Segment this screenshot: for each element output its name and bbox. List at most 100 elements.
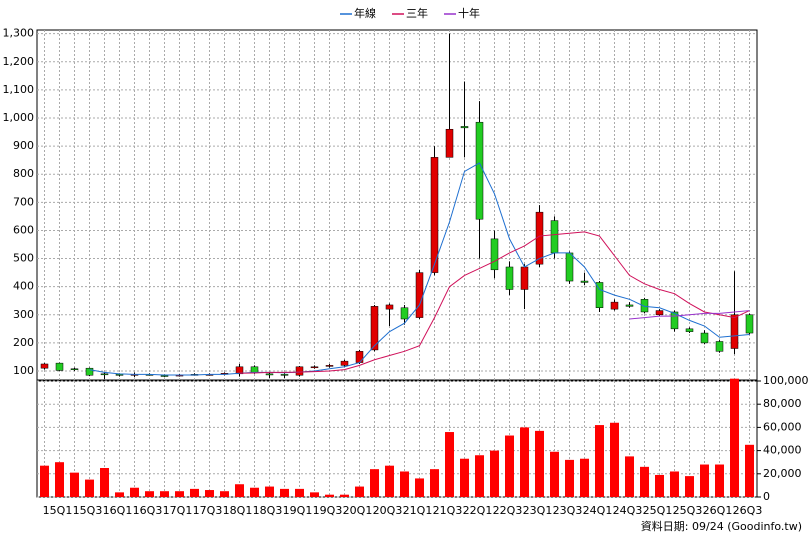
bar bbox=[505, 435, 514, 497]
x-tick-label: 26Q1 bbox=[703, 504, 733, 517]
y2-tick-label: 20,000 bbox=[763, 467, 802, 480]
y-tick-label: 1,000 bbox=[3, 111, 35, 124]
y-tick-label: 1,100 bbox=[3, 83, 35, 96]
x-tick-label: 19Q3 bbox=[313, 504, 343, 517]
bar bbox=[550, 451, 559, 497]
bar bbox=[400, 471, 409, 497]
candle-body bbox=[85, 367, 94, 376]
bar bbox=[355, 486, 364, 497]
candle-body bbox=[340, 360, 349, 366]
bar bbox=[640, 466, 649, 497]
candle-body bbox=[580, 280, 589, 283]
candle-body bbox=[625, 304, 634, 307]
bar bbox=[670, 471, 679, 497]
y2-tick-label: 80,000 bbox=[763, 397, 802, 410]
x-tick-label: 18Q1 bbox=[223, 504, 253, 517]
candle-body bbox=[520, 266, 529, 290]
candle-body bbox=[355, 351, 364, 363]
bar bbox=[235, 484, 244, 497]
bar bbox=[415, 478, 424, 497]
bar bbox=[100, 468, 109, 497]
x-tick-label: 22Q3 bbox=[493, 504, 523, 517]
x-tick-label: 24Q1 bbox=[583, 504, 613, 517]
legend-label: 十年 bbox=[458, 6, 480, 20]
bar bbox=[385, 465, 394, 497]
candle-body bbox=[400, 307, 409, 320]
line-series bbox=[629, 310, 750, 320]
candle-body bbox=[505, 266, 514, 290]
y-tick-label: 800 bbox=[13, 167, 34, 180]
x-tick-label: 17Q3 bbox=[193, 504, 223, 517]
x-tick-label: 20Q3 bbox=[373, 504, 403, 517]
x-tick-label: 20Q1 bbox=[343, 504, 373, 517]
candle-body bbox=[565, 252, 574, 282]
bar bbox=[565, 459, 574, 497]
y2-tick-label: 100,000 bbox=[763, 374, 808, 387]
x-tick-label: 16Q3 bbox=[133, 504, 163, 517]
candle-body bbox=[685, 328, 694, 332]
bar bbox=[715, 464, 724, 497]
candle-body bbox=[265, 373, 274, 376]
bar bbox=[325, 494, 334, 497]
bar bbox=[460, 458, 469, 497]
candle-body bbox=[115, 374, 124, 376]
bar bbox=[430, 469, 439, 497]
x-tick-label: 26Q3 bbox=[733, 504, 763, 517]
y2-tick-label: 0 bbox=[763, 490, 770, 503]
bar bbox=[700, 464, 709, 497]
y-tick-label: 1,300 bbox=[3, 27, 35, 40]
y-tick-label: 600 bbox=[13, 223, 34, 236]
x-tick-label: 25Q3 bbox=[673, 504, 703, 517]
candle-body bbox=[310, 366, 319, 369]
x-tick-label: 19Q1 bbox=[283, 504, 313, 517]
x-tick-label: 22Q1 bbox=[463, 504, 493, 517]
candle-body bbox=[610, 301, 619, 310]
bar bbox=[40, 465, 49, 497]
candle-body bbox=[640, 299, 649, 313]
bar bbox=[490, 450, 499, 497]
y-tick-label: 200 bbox=[13, 336, 34, 349]
bar bbox=[70, 472, 79, 497]
bar bbox=[190, 488, 199, 497]
candle-body bbox=[475, 121, 484, 220]
y-tick-label: 300 bbox=[13, 308, 34, 321]
legend-label: 年線 bbox=[354, 6, 376, 20]
bar bbox=[130, 487, 139, 497]
candle-body bbox=[430, 157, 439, 273]
line-series bbox=[239, 231, 750, 374]
x-tick-label: 23Q3 bbox=[553, 504, 583, 517]
candle-body bbox=[100, 373, 109, 376]
price-panel bbox=[36, 29, 758, 381]
x-tick-label: 21Q1 bbox=[403, 504, 433, 517]
x-tick-label: 24Q3 bbox=[613, 504, 643, 517]
x-tick-label: 16Q1 bbox=[103, 504, 133, 517]
x-tick-label: 23Q1 bbox=[523, 504, 553, 517]
bar bbox=[265, 486, 274, 497]
candle-body bbox=[745, 314, 754, 334]
candle-body bbox=[55, 362, 64, 371]
bar bbox=[115, 492, 124, 497]
bar bbox=[745, 444, 754, 497]
x-tick-label: 15Q1 bbox=[43, 504, 73, 517]
y-tick-label: 700 bbox=[13, 195, 34, 208]
bar bbox=[295, 488, 304, 497]
bar bbox=[220, 491, 229, 497]
legend-label: 三年 bbox=[406, 6, 428, 20]
candle-body bbox=[235, 366, 244, 375]
bar bbox=[535, 430, 544, 497]
candle-body bbox=[250, 366, 259, 373]
bar bbox=[250, 487, 259, 497]
bar bbox=[175, 491, 184, 497]
x-tick-label: 21Q3 bbox=[433, 504, 463, 517]
candle-body bbox=[460, 126, 469, 129]
candle-body bbox=[280, 374, 289, 376]
candle-body bbox=[295, 366, 304, 376]
candle-body bbox=[325, 365, 334, 367]
bar bbox=[610, 422, 619, 497]
bar bbox=[520, 427, 529, 497]
candle-body bbox=[700, 332, 709, 344]
bar bbox=[595, 425, 604, 497]
bar bbox=[310, 492, 319, 497]
bar bbox=[280, 488, 289, 497]
x-tick-label: 18Q3 bbox=[253, 504, 283, 517]
